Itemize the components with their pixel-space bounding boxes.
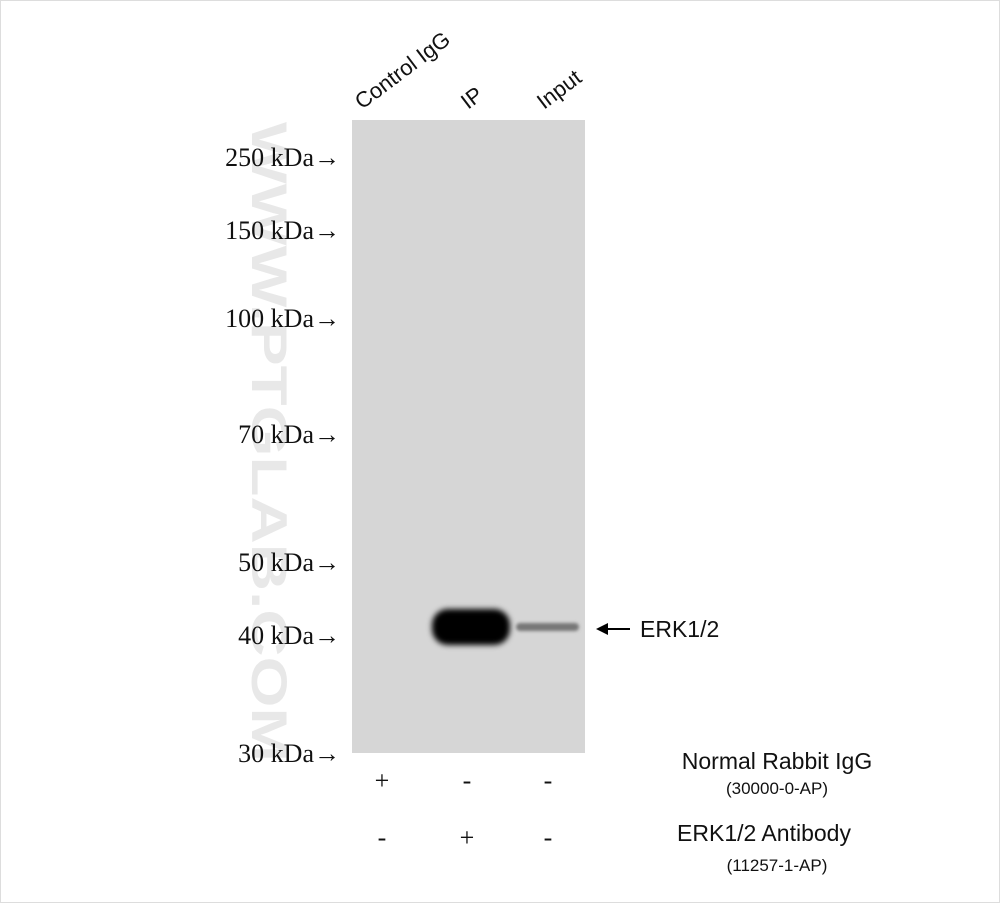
watermark: WWW.PTGLAB.COM (241, 122, 297, 762)
sign: - (544, 766, 553, 795)
reagent-catalog: (30000-0-AP) (726, 779, 828, 798)
marker-label: 50 kDa→ (238, 548, 340, 577)
marker-label: 100 kDa→ (225, 304, 340, 333)
band-label: ERK1/2 (640, 616, 719, 642)
marker-label: 250 kDa→ (225, 143, 340, 172)
marker-label: 70 kDa→ (238, 420, 340, 449)
sign: - (378, 823, 387, 852)
sign: + (375, 766, 390, 795)
sign: + (460, 823, 475, 852)
reagent-table: Normal Rabbit IgG (30000-0-AP) + - - ERK1/2 A… (375, 748, 873, 875)
band-arrowhead (596, 623, 608, 635)
blot-membrane (352, 120, 585, 753)
reagent-catalog: (11257-1-AP) (727, 856, 828, 875)
reagent-name: Normal Rabbit IgG (682, 748, 872, 774)
marker-label: 30 kDa→ (238, 739, 340, 768)
marker-label: 150 kDa→ (225, 216, 340, 245)
reagent-name: ERK1/2 Antibody (677, 820, 851, 846)
marker-labels: 250 kDa→ 150 kDa→ 100 kDa→ 70 kDa→ 50 kDa→ 40… (225, 143, 340, 768)
sign: - (544, 823, 553, 852)
watermark-group: WWW.PTGLAB.COM (241, 122, 297, 762)
sign: - (463, 766, 472, 795)
marker-label: 40 kDa→ (238, 621, 340, 650)
ip-band (432, 609, 510, 645)
input-band (516, 623, 579, 631)
